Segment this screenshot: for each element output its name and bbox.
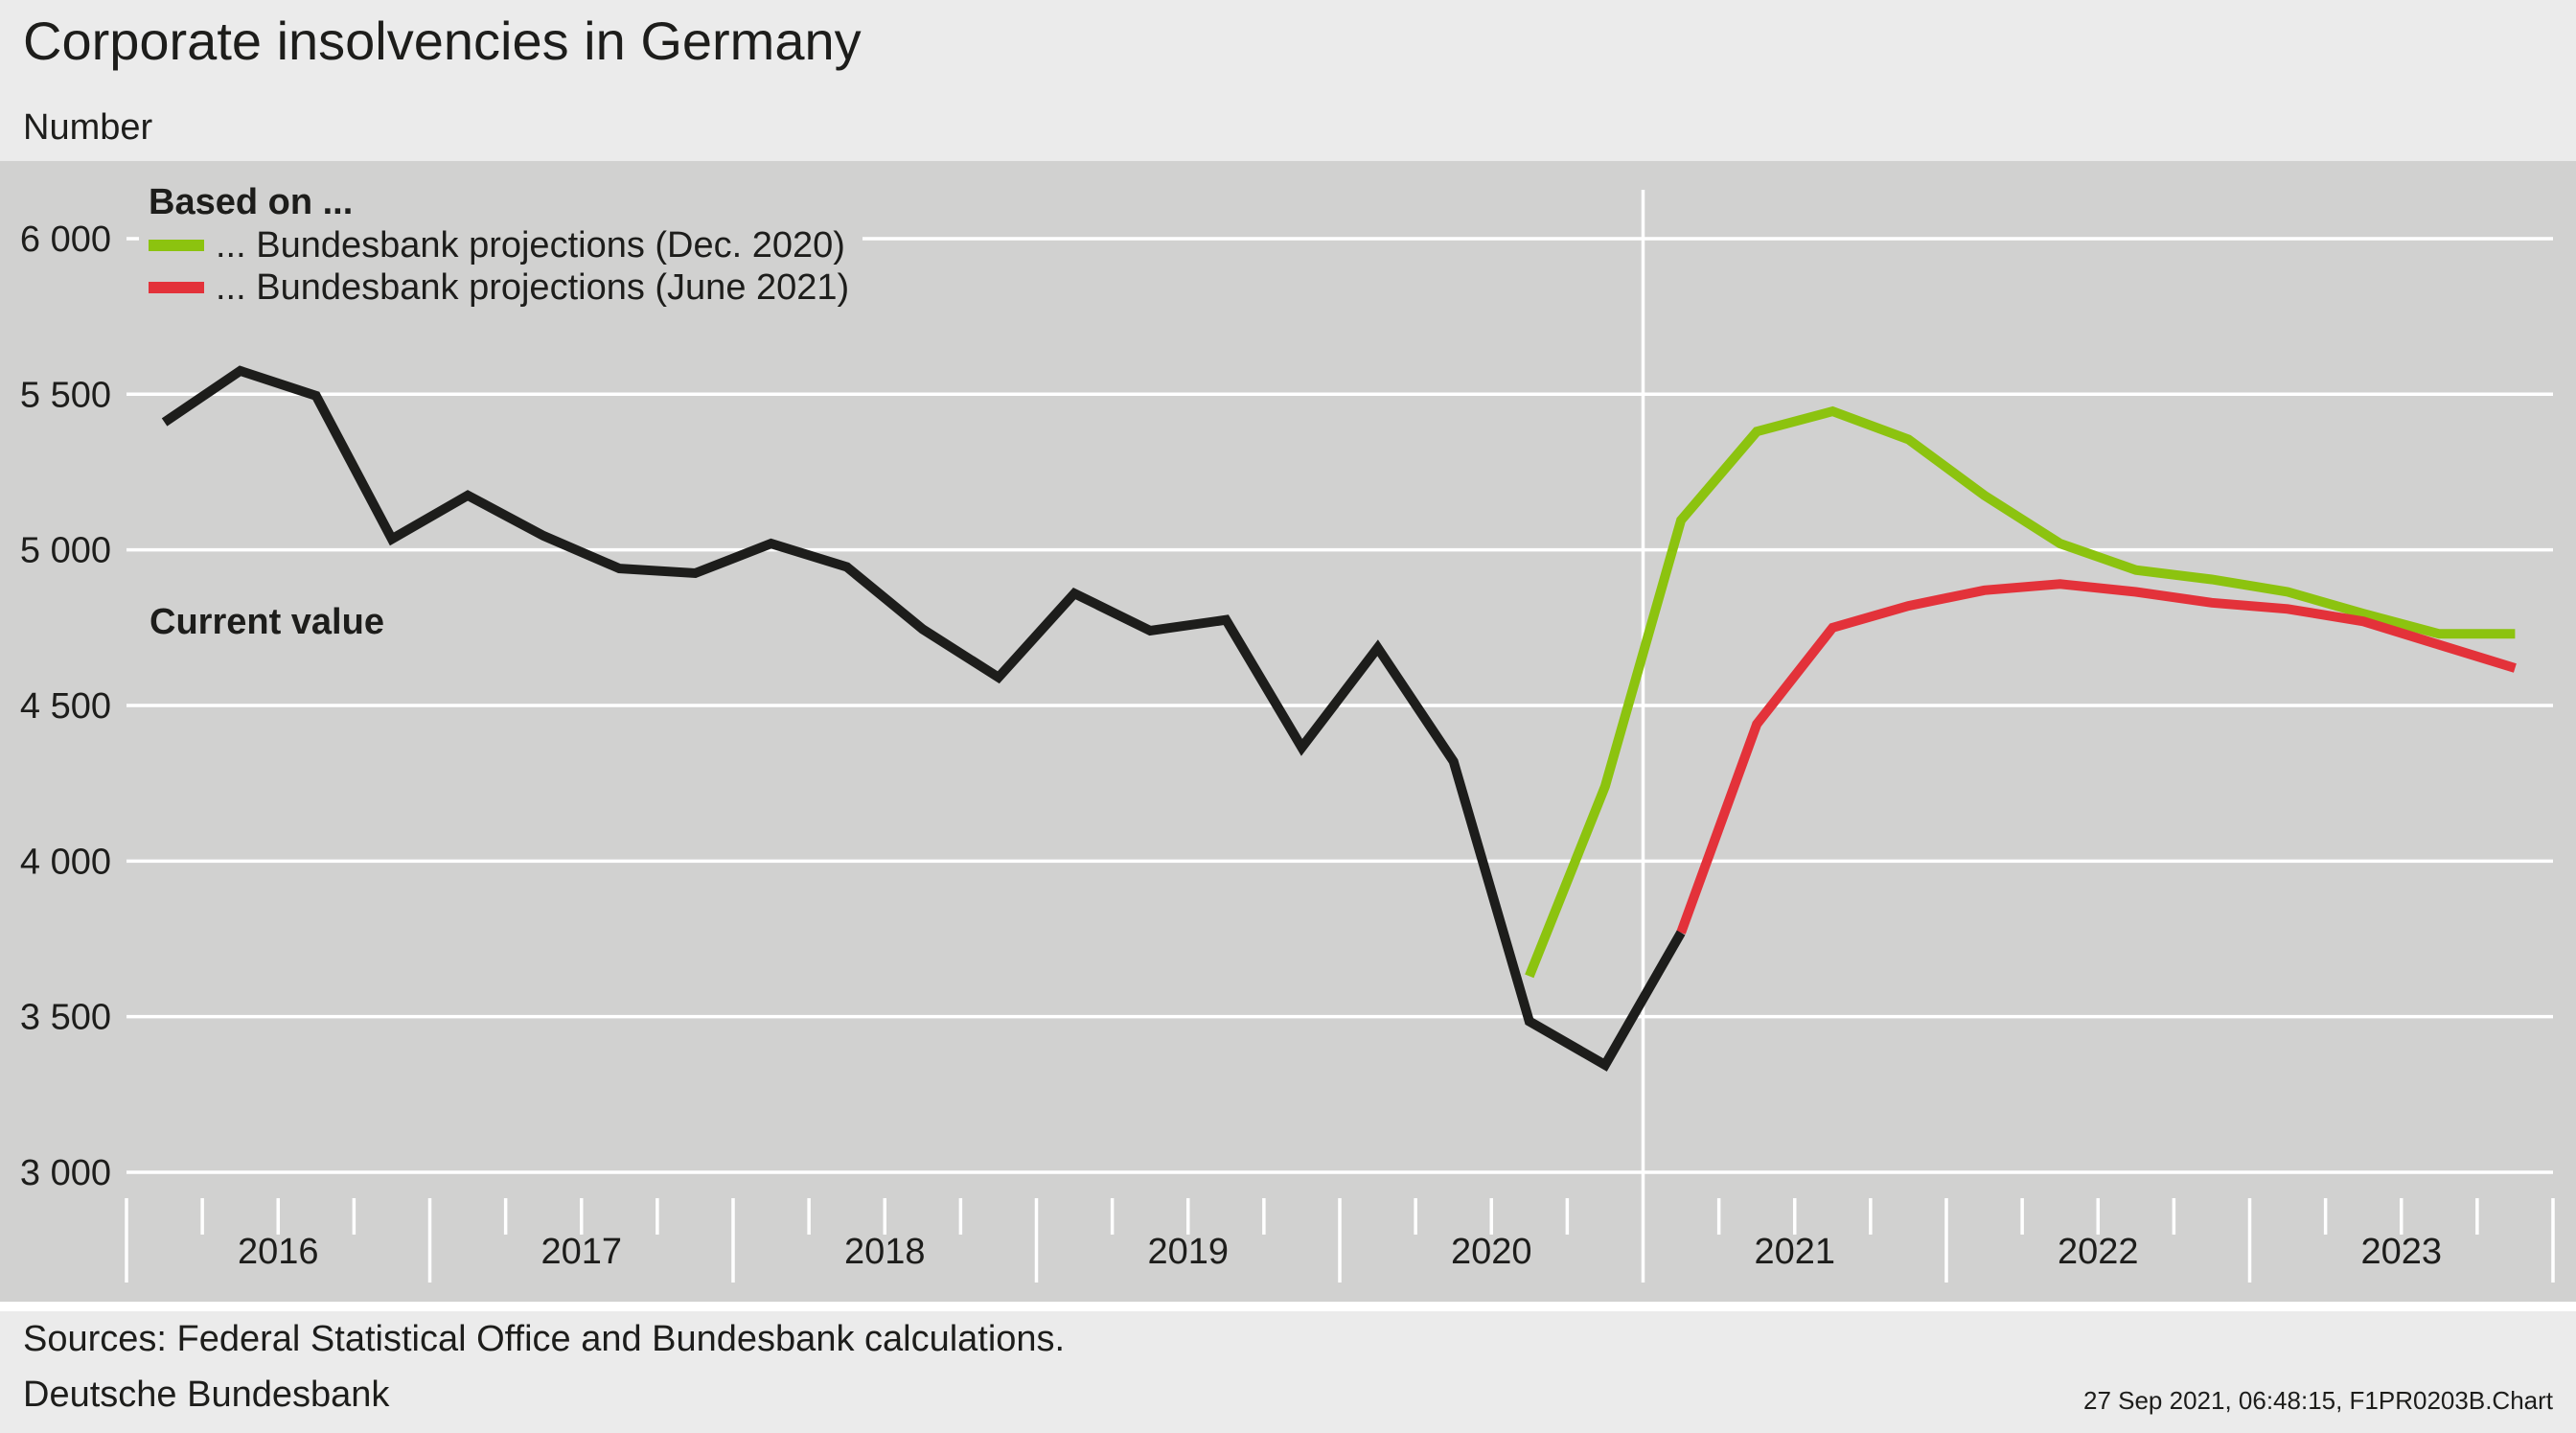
source-note: Sources: Federal Statistical Office and … [23, 1319, 1066, 1359]
y-tick-label: 5 500 [20, 375, 111, 415]
bottom-separator [0, 1302, 2576, 1311]
legend-swatch-june-2021 [149, 282, 204, 293]
chart-subtitle: Number [23, 107, 153, 148]
legend-item-dec-2020: ... Bundesbank projections (Dec. 2020) [149, 224, 849, 266]
legend-label-june-2021: ... Bundesbank projections (June 2021) [216, 266, 850, 308]
legend-heading: Based on ... [149, 182, 354, 222]
series-line-june-2021 [1676, 579, 2517, 935]
y-tick-label: 3 500 [20, 998, 111, 1038]
chart-title: Corporate insolvencies in Germany [23, 11, 862, 71]
current-value-label: Current value [150, 602, 384, 642]
y-tick-label: 4 500 [20, 686, 111, 727]
x-tick-label: 2018 [844, 1232, 926, 1272]
legend: Based on ... ... Bundesbank projections … [139, 180, 863, 312]
legend-item-june-2021: ... Bundesbank projections (June 2021) [149, 266, 849, 309]
timestamp: 27 Sep 2021, 06:48:15, F1PR0203B.Chart [2082, 1386, 2553, 1415]
line-chart: 3 000 3 500 4 000 4 500 5 000 5 500 6 000 2016 2… [0, 161, 2576, 1311]
x-tick-label: 2023 [2360, 1232, 2442, 1272]
y-tick-label: 5 000 [20, 531, 111, 571]
legend-label-dec-2020: ... Bundesbank projections (Dec. 2020) [216, 224, 845, 266]
series-line-current-value [161, 365, 1686, 1072]
publisher-name: Deutsche Bundesbank [23, 1375, 390, 1415]
x-tick-label: 2017 [540, 1232, 622, 1272]
chart-area: 3 000 3 500 4 000 4 500 5 000 5 500 6 000 2016 2… [0, 161, 2576, 1311]
y-tick-label: 4 000 [20, 842, 111, 882]
x-tick-label: 2021 [1754, 1232, 1835, 1272]
x-tick-label: 2020 [1451, 1232, 1532, 1272]
y-tick-label: 6 000 [20, 220, 111, 260]
legend-swatch-dec-2020 [149, 240, 204, 251]
x-tick-label: 2022 [2058, 1232, 2139, 1272]
series-line-dec-2020 [1525, 405, 2516, 979]
y-tick-label: 3 000 [20, 1153, 111, 1193]
x-tick-label: 2019 [1147, 1232, 1229, 1272]
x-tick-label: 2016 [238, 1232, 319, 1272]
